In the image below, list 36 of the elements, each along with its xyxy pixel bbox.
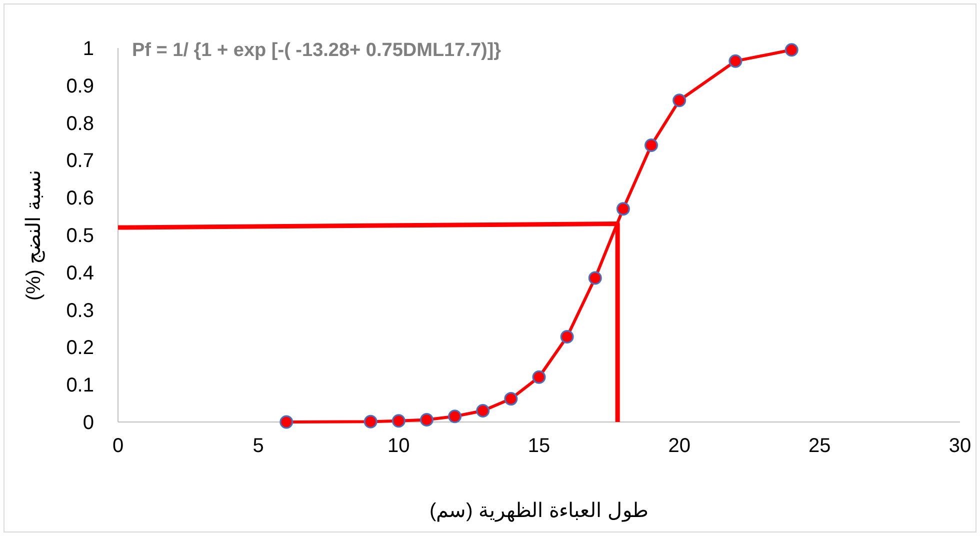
point xyxy=(672,94,686,108)
point xyxy=(420,413,434,427)
y-tick-label: 0.9 xyxy=(66,75,94,98)
y-tick-label: 0.5 xyxy=(66,225,94,247)
y-tick-label: 0.1 xyxy=(66,374,94,397)
x-axis-title: طول العباءة الظهرية (سم) xyxy=(430,500,648,522)
y-tick-label: 0.8 xyxy=(66,112,94,135)
y-tick-label: 0.3 xyxy=(66,300,94,322)
point xyxy=(728,54,742,68)
x-tick-label: 0 xyxy=(112,435,124,457)
point xyxy=(504,392,518,406)
x-tick-label: 5 xyxy=(252,435,264,457)
point xyxy=(560,330,574,344)
y-tick-label: 1 xyxy=(82,38,94,60)
point xyxy=(476,404,490,418)
y-tick-label: 0.2 xyxy=(66,337,94,360)
point xyxy=(280,415,294,429)
x-tick-label: 15 xyxy=(528,435,550,457)
point xyxy=(616,202,630,216)
x-tick-label: 30 xyxy=(948,435,972,457)
y-tick-label: 0.6 xyxy=(66,188,94,210)
point xyxy=(392,414,406,428)
x-tick-label: 20 xyxy=(668,435,690,457)
y-tick-label: 0.7 xyxy=(66,150,94,172)
point xyxy=(644,138,658,152)
annotation: Pf = 1/ {1 + exp [-( -13.28+ 0.75DML17.7)]} xyxy=(132,40,502,61)
point xyxy=(588,271,602,285)
point xyxy=(448,410,462,424)
y-tick-label: 0.4 xyxy=(66,262,94,284)
point xyxy=(532,370,546,384)
y-axis-title: نسبة النضج (%) xyxy=(23,169,45,301)
y-tick-label: 0 xyxy=(82,412,94,434)
point xyxy=(784,43,798,57)
x-tick-label: 25 xyxy=(808,435,831,457)
point xyxy=(364,414,378,428)
x-tick-label: 10 xyxy=(388,435,410,457)
